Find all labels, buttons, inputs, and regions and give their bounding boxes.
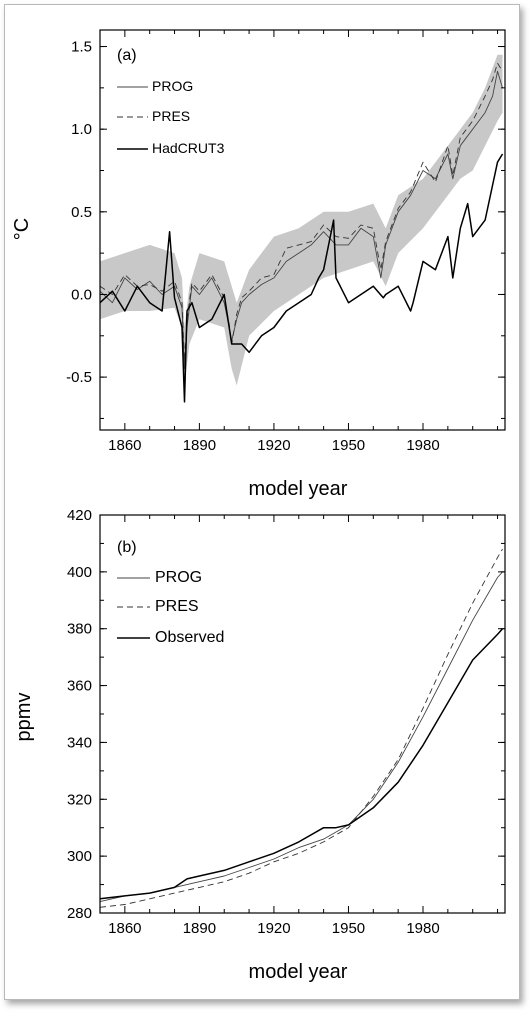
- panel-b-series-prog: [99, 571, 503, 903]
- panel-a-label: (a): [117, 47, 137, 64]
- panel-b-legend-prog: PROG: [155, 569, 202, 586]
- panel-a-ytick-label: 1.5: [71, 39, 92, 56]
- panel-a-series-pres: [99, 62, 503, 362]
- panel-a-xlabel: model year: [249, 478, 348, 500]
- panel-b-ytick-label: 400: [67, 564, 92, 581]
- panel-a-ylabel: °C: [11, 218, 33, 240]
- panel-a-legend-hadcrut3: HadCRUT3: [152, 140, 225, 156]
- panel-b-xlabel: model year: [249, 961, 348, 983]
- panel-a-ytick-label: 1.0: [71, 121, 92, 138]
- panel-a-series-hadcrut3: [99, 153, 504, 403]
- panel-b-ytick-label: 420: [67, 507, 92, 524]
- panel-b-xtick-label: 1890: [183, 920, 216, 937]
- panel-a-xtick-label: 1860: [108, 437, 141, 454]
- panel-b-ytick-label: 300: [67, 848, 92, 865]
- panel-a-spread-band: [100, 54, 503, 386]
- panel-b-legend-pres: PRES: [155, 598, 199, 615]
- panel-a-axes-box: [99, 29, 506, 431]
- panel-a-legend-prog: PROG: [152, 78, 193, 94]
- panel-a-xtick-label: 1980: [406, 437, 439, 454]
- panel-a-legend-pres: PRES: [152, 108, 190, 124]
- panel-b-xtick-label: 1920: [257, 920, 290, 937]
- panel-b-xtick-label: 1980: [406, 920, 439, 937]
- panel-b-ytick-label: 340: [67, 734, 92, 751]
- panel-b-ytick-label: 320: [67, 791, 92, 808]
- panel-a-xtick-label: 1920: [257, 437, 290, 454]
- panel-b-ytick-label: 380: [67, 621, 92, 638]
- panel-a-ytick-label: -0.5: [66, 369, 92, 386]
- panel-a-ytick-label: 0.0: [71, 286, 92, 303]
- panel-b-series-pres: [99, 548, 503, 908]
- panel-b-series-observed: [99, 628, 504, 900]
- panel-a-xtick-label: 1950: [332, 437, 365, 454]
- panel-a-xtick-label: 1890: [183, 437, 216, 454]
- panel-b-xtick-label: 1860: [108, 920, 141, 937]
- panel-b-legend-observed: Observed: [155, 629, 224, 646]
- panel-a-ytick-label: 0.5: [71, 204, 92, 221]
- panel-b-label: (b): [117, 539, 137, 556]
- panel-b-ylabel: ppmv: [13, 693, 35, 742]
- panel-b-ytick-label: 360: [67, 678, 92, 695]
- panel-b-ytick-label: 280: [67, 905, 92, 922]
- panel-b-xtick-label: 1950: [332, 920, 365, 937]
